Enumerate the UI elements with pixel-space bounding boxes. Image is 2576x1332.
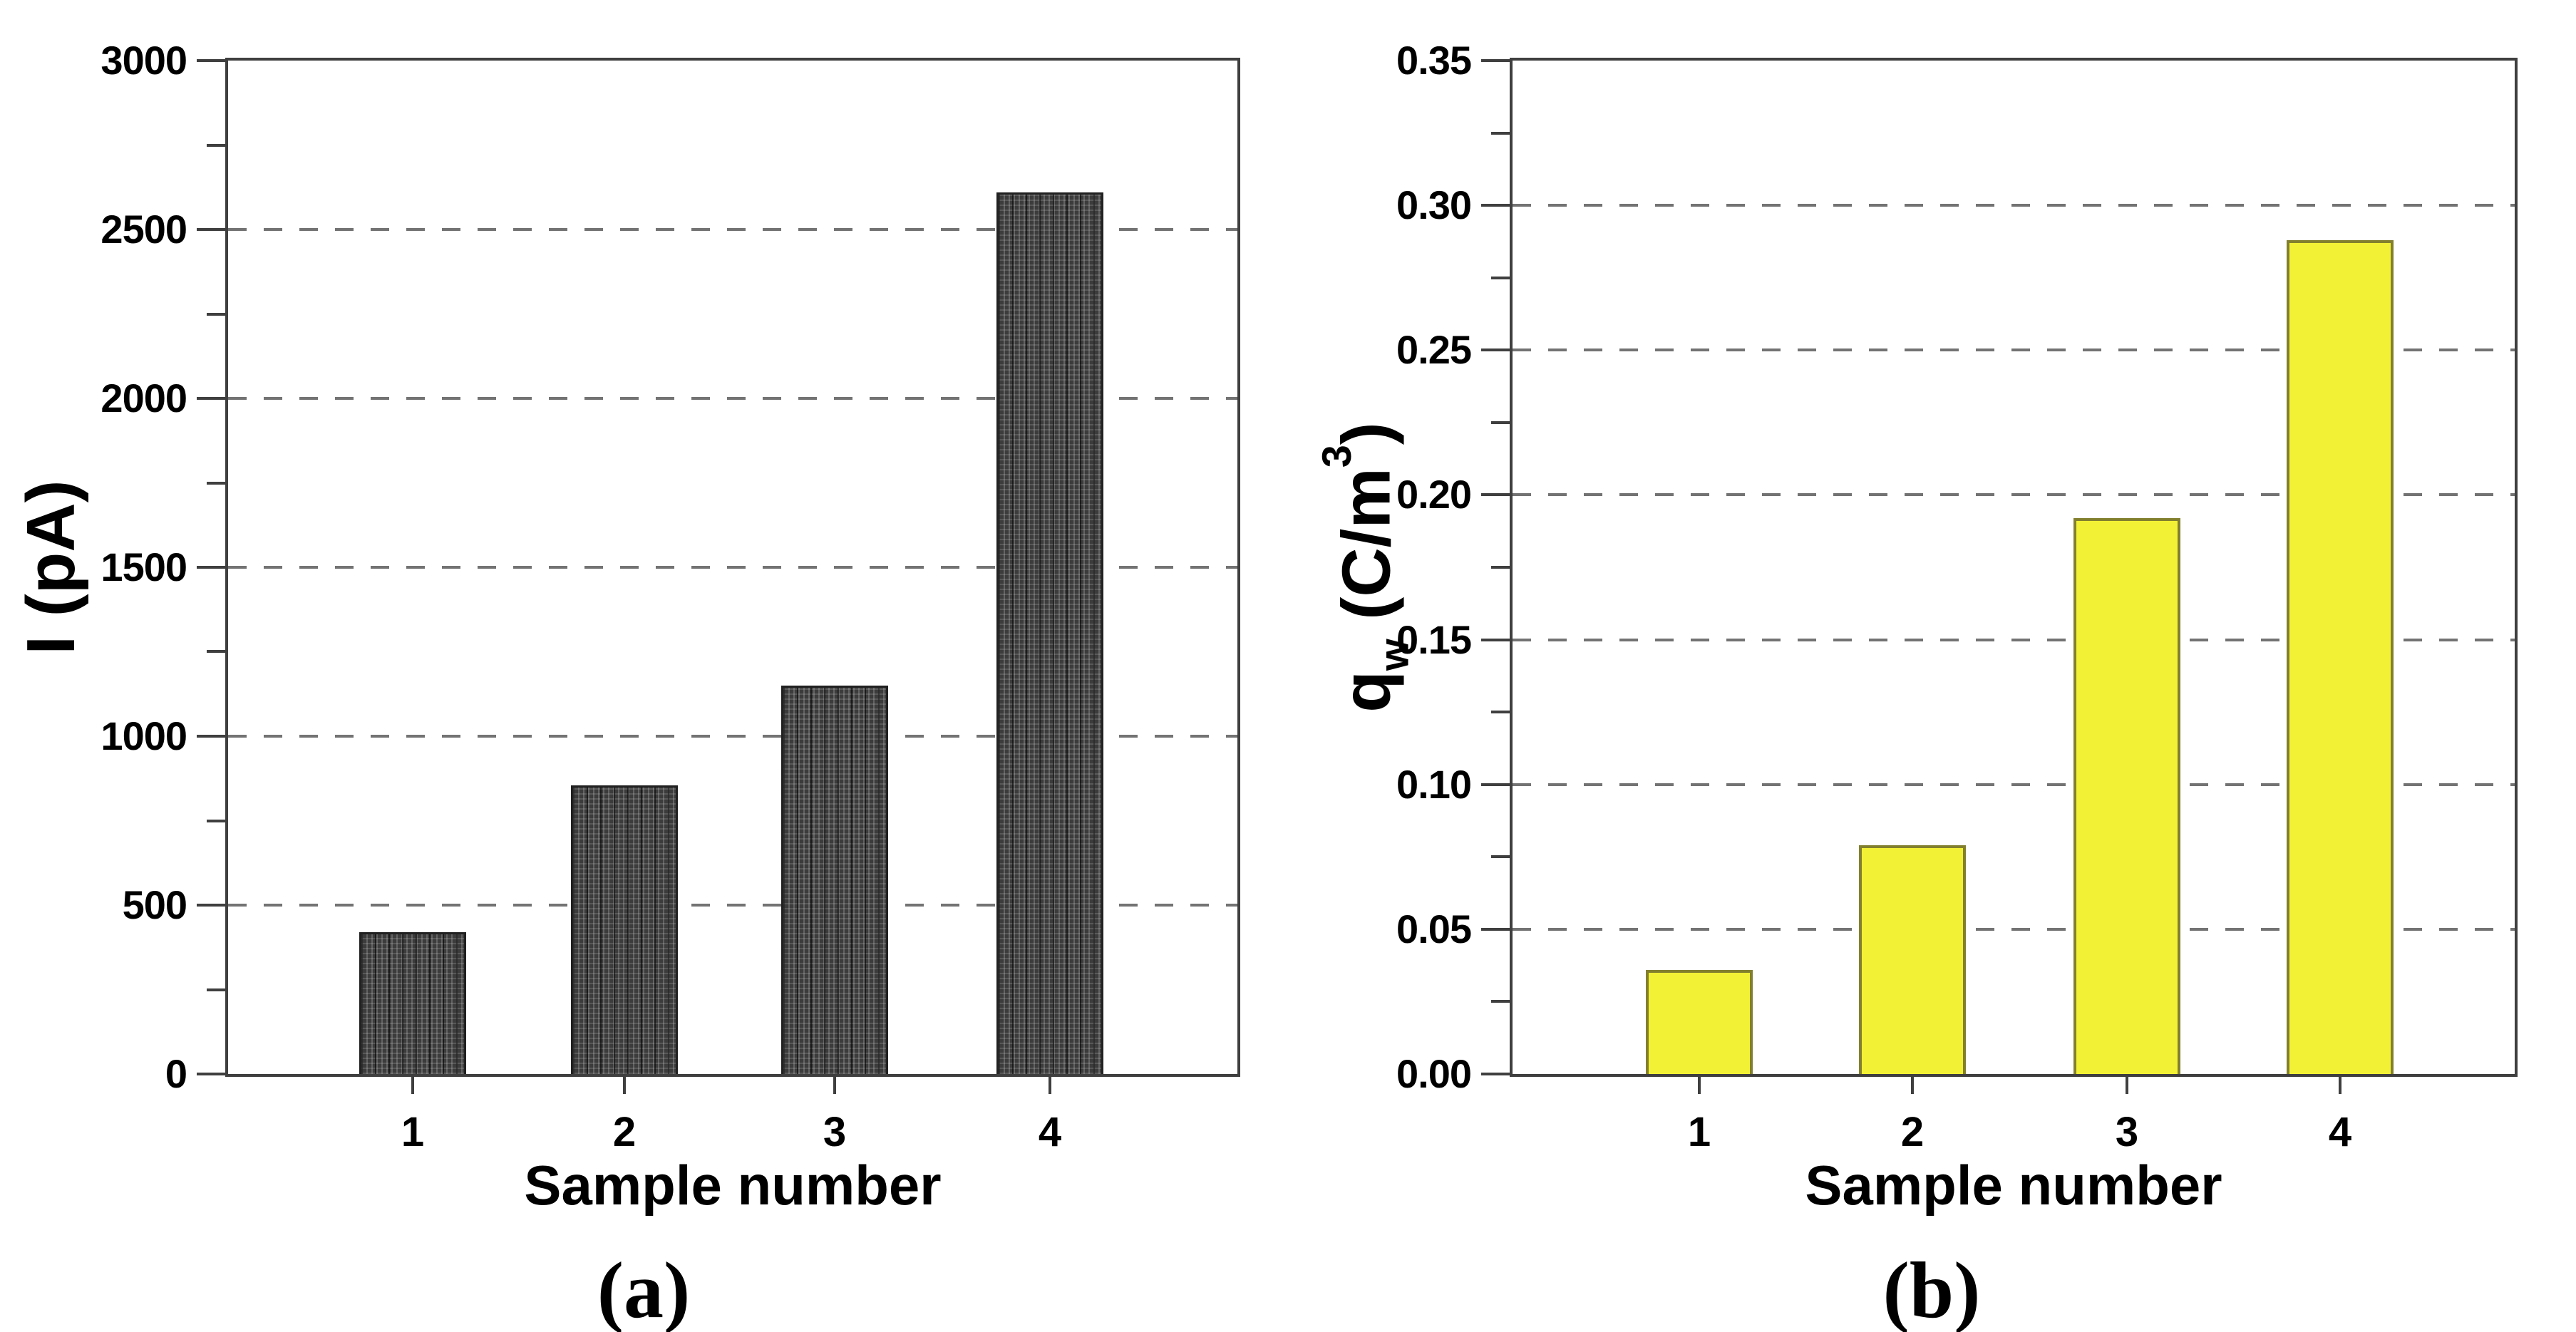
bar-sample-4 [996, 192, 1103, 1074]
bar-sample-2 [571, 785, 678, 1074]
gridline-2000 [228, 397, 1237, 400]
gridline-0.30 [1513, 204, 2515, 207]
y-major-tick-0.10 [1481, 783, 1510, 786]
x-tick-label-3: 3 [823, 1109, 847, 1155]
y-major-tick-0.20 [1481, 493, 1510, 496]
y-tick-label-2500: 2500 [101, 207, 187, 252]
x-tick-1 [1698, 1077, 1701, 1094]
y-tick-label-0.15: 0.15 [1396, 617, 1472, 662]
y-major-tick-3000 [197, 59, 225, 62]
x-tick-4 [2339, 1077, 2341, 1094]
panel-caption-b: (b) [1882, 1246, 1981, 1332]
bar-sample-3 [2073, 518, 2180, 1074]
bar-sample-4 [2287, 240, 2394, 1074]
y-tick-label-0.35: 0.35 [1396, 38, 1472, 83]
bar-sample-3 [781, 686, 888, 1074]
x-tick-label-2: 2 [1900, 1109, 1925, 1155]
y-tick-label-0.20: 0.20 [1396, 472, 1472, 517]
y-tick-label-500: 500 [122, 882, 187, 927]
gridline-1500 [228, 566, 1237, 569]
y-major-tick-0.30 [1481, 204, 1510, 207]
x-tick-4 [1049, 1077, 1051, 1094]
x-tick-2 [623, 1077, 626, 1094]
y-major-tick-0.35 [1481, 59, 1510, 62]
y-minor-tick [207, 650, 225, 653]
bar-sample-2 [1859, 845, 1966, 1074]
y-major-tick-0.25 [1481, 349, 1510, 351]
y-minor-tick [1491, 132, 1510, 135]
y-minor-tick [207, 988, 225, 991]
gridline-0.15 [1513, 639, 2515, 641]
y-tick-label-0.05: 0.05 [1396, 907, 1472, 951]
y-major-tick-2500 [197, 228, 225, 231]
x-tick-3 [833, 1077, 836, 1094]
y-major-tick-2000 [197, 397, 225, 400]
x-tick-1 [411, 1077, 414, 1094]
y-major-tick-0.05 [1481, 928, 1510, 931]
x-tick-label-4: 4 [1038, 1109, 1062, 1155]
plot-area-b [1510, 58, 2518, 1077]
y-tick-label-1000: 1000 [101, 713, 187, 758]
y-tick-label-0.00: 0.00 [1396, 1051, 1472, 1096]
y-axis-title-b-superscript: 3 [1314, 445, 1360, 468]
y-minor-tick [1491, 277, 1510, 279]
x-tick-3 [2126, 1077, 2128, 1094]
y-minor-tick [207, 144, 225, 147]
y-minor-tick [1491, 1000, 1510, 1003]
y-tick-label-0: 0 [165, 1051, 187, 1096]
x-axis-title-a: Sample number [524, 1154, 942, 1217]
y-major-tick-1000 [197, 735, 225, 738]
bar-sample-1 [1646, 970, 1753, 1074]
y-minor-tick [1491, 711, 1510, 713]
x-tick-label-3: 3 [2115, 1109, 2139, 1155]
y-major-tick-0 [197, 1073, 225, 1075]
y-tick-label-1500: 1500 [101, 544, 187, 589]
y-tick-label-0.30: 0.30 [1396, 182, 1472, 227]
x-tick-label-4: 4 [2328, 1109, 2352, 1155]
y-major-tick-0.00 [1481, 1073, 1510, 1075]
y-minor-tick [1491, 566, 1510, 569]
y-minor-tick [207, 482, 225, 485]
y-minor-tick [207, 820, 225, 822]
x-tick-2 [1911, 1077, 1914, 1094]
gridline-2500 [228, 228, 1237, 231]
gridline-500 [228, 904, 1237, 907]
y-minor-tick [1491, 421, 1510, 424]
x-axis-title-b: Sample number [1805, 1154, 2222, 1217]
x-tick-label-2: 2 [612, 1109, 637, 1155]
bar-sample-1 [359, 932, 466, 1074]
y-major-tick-0.15 [1481, 639, 1510, 641]
x-tick-label-1: 1 [1687, 1109, 1711, 1155]
y-axis-title-b-base: q [1328, 671, 1405, 713]
gridline-0.20 [1513, 493, 2515, 496]
y-minor-tick [1491, 855, 1510, 858]
panel-caption-a: (a) [597, 1246, 691, 1332]
gridline-1000 [228, 735, 1237, 738]
x-tick-label-1: 1 [401, 1109, 425, 1155]
y-major-tick-1500 [197, 566, 225, 569]
y-tick-label-0.10: 0.10 [1396, 762, 1472, 807]
y-tick-label-3000: 3000 [101, 38, 187, 83]
gridline-0.10 [1513, 783, 2515, 786]
plot-area-a [225, 58, 1240, 1077]
y-major-tick-500 [197, 904, 225, 907]
y-tick-label-0.25: 0.25 [1396, 327, 1472, 372]
gridline-0.25 [1513, 349, 2515, 351]
y-tick-label-2000: 2000 [101, 376, 187, 420]
y-axis-title-b-unit-close: ) [1328, 422, 1405, 445]
y-minor-tick [207, 313, 225, 316]
gridline-0.05 [1513, 928, 2515, 931]
